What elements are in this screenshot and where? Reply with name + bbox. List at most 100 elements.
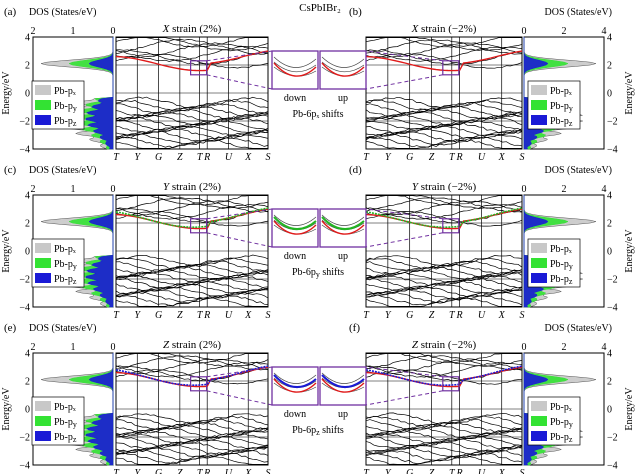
dos-tick-label: 1: [71, 342, 76, 353]
legend-swatch: [531, 431, 547, 441]
legend-swatch: [35, 258, 51, 268]
projected-band: [365, 207, 523, 228]
k-point-label: Z: [429, 468, 435, 474]
energy-tick-label: −4: [607, 461, 618, 472]
zoom-projected-band: [273, 216, 317, 230]
panel-e: (e) Z strain (2%) DOS (States/eV) 2 1 0 Pb-pₓ P…: [1, 322, 273, 474]
k-point-label: R: [456, 310, 463, 321]
valence-band: [115, 260, 269, 273]
energy-tick-label: 4: [607, 349, 612, 360]
k-point-label: X: [498, 468, 506, 474]
shift-note: Pb-6pz shifts: [292, 425, 344, 437]
k-point-label: T: [113, 468, 120, 474]
k-point-label: R: [203, 310, 210, 321]
dos-tick-label: 4: [602, 26, 607, 37]
valence-band: [115, 455, 268, 465]
k-point-label: U: [478, 310, 486, 321]
zoom-cbm-band: [273, 378, 317, 393]
k-point-label: X: [244, 152, 252, 163]
k-point-label: T: [113, 152, 120, 163]
k-point-label: G: [155, 310, 162, 321]
valence-band: [115, 294, 269, 307]
energy-tick-label: 4: [25, 33, 30, 44]
legend-label: Pb-py: [550, 259, 573, 271]
zoom-band: [273, 214, 317, 226]
zoom-band: [321, 56, 365, 68]
legend-swatch: [531, 273, 547, 283]
valence-band: [115, 271, 269, 283]
valence-band: [115, 296, 268, 307]
panel-f: (f) Z strain (−2%) DOS (States/eV) 0 2 4 Pb-pₓ…: [349, 322, 635, 474]
conduction-band: [366, 353, 522, 364]
zoom-inset-down: [271, 50, 319, 90]
energy-tick-label: −4: [19, 145, 30, 156]
conduction-band: [116, 353, 268, 364]
zoom-band: [273, 372, 317, 384]
legend-swatch: [531, 401, 547, 411]
conduction-band: [115, 42, 269, 58]
valence-band: [115, 415, 269, 428]
energy-tick-label: 2: [607, 377, 612, 388]
k-point-label: Y: [385, 310, 392, 321]
valence-band: [365, 260, 523, 272]
dos-curve: [85, 37, 114, 150]
k-point-label: T: [197, 468, 204, 474]
legend-label: Pb-py: [54, 417, 77, 429]
shift-note: Pb-6pₓ shifts: [293, 109, 344, 120]
valence-band: [365, 429, 523, 442]
energy-axis-title: Energy/eV: [624, 387, 635, 431]
panel-a: (a) X strain (2%) DOS (States/eV) 2 1 0 Pb-pₓ P…: [1, 6, 273, 163]
dos-tick-label: 0: [522, 184, 527, 195]
legend-swatch: [35, 85, 51, 95]
valence-band: [365, 435, 523, 447]
k-point-label: R: [456, 152, 463, 163]
zoom-caption: down: [284, 93, 306, 104]
dos-tick-label: 4: [602, 184, 607, 195]
zoom-region-marker: [190, 60, 208, 76]
zoom-band: [273, 61, 317, 73]
panel-letter: (d): [349, 164, 362, 176]
k-point-label: Z: [177, 468, 183, 474]
projected-band: [365, 365, 523, 386]
valence-band: [115, 113, 269, 126]
valence-band: [365, 282, 523, 296]
conduction-band: [116, 355, 268, 371]
valence-band: [365, 269, 523, 282]
legend-swatch: [35, 115, 51, 125]
k-point-label: Z: [429, 310, 435, 321]
k-point-label: Z: [177, 152, 183, 163]
zoom-insets-row-1: down up Pb-6pₓ shifts: [271, 50, 367, 120]
dos-tick-label: 2: [562, 342, 567, 353]
valence-band: [115, 269, 269, 282]
legend-label: Pb-pz: [550, 116, 573, 128]
energy-tick-label: 2: [25, 377, 30, 388]
legend-label: Pb-pz: [550, 432, 573, 444]
dos-tick-label: 0: [522, 26, 527, 37]
legend-label: Pb-py: [54, 101, 77, 113]
k-point-label: G: [155, 152, 162, 163]
k-point-label: T: [449, 468, 456, 474]
panel-strain-title: Y strain (2%): [163, 181, 221, 193]
valence-band: [365, 139, 522, 149]
energy-axis-title: Energy/eV: [624, 71, 635, 115]
legend-swatch: [531, 100, 547, 110]
legend-swatch: [531, 85, 547, 95]
k-point-label: T: [113, 310, 120, 321]
dos-axis-title: DOS (States/eV): [29, 165, 97, 176]
zoom-inset-up: [319, 50, 367, 90]
dos-curve: [85, 195, 114, 308]
energy-tick-label: −2: [19, 433, 30, 444]
zoom-band: [321, 61, 365, 73]
k-point-label: S: [266, 152, 271, 163]
legend-label: Pb-pₓ: [54, 244, 76, 255]
conduction-band: [365, 204, 523, 220]
legend-swatch: [35, 416, 51, 426]
k-point-label: S: [266, 468, 271, 474]
valence-band: [115, 438, 269, 450]
legend-label: Pb-pz: [54, 432, 77, 444]
dos-tick-label: 0: [111, 342, 116, 353]
energy-tick-label: 4: [25, 191, 30, 202]
k-point-label: U: [225, 152, 233, 163]
shift-note: Pb-6py shifts: [292, 267, 344, 279]
